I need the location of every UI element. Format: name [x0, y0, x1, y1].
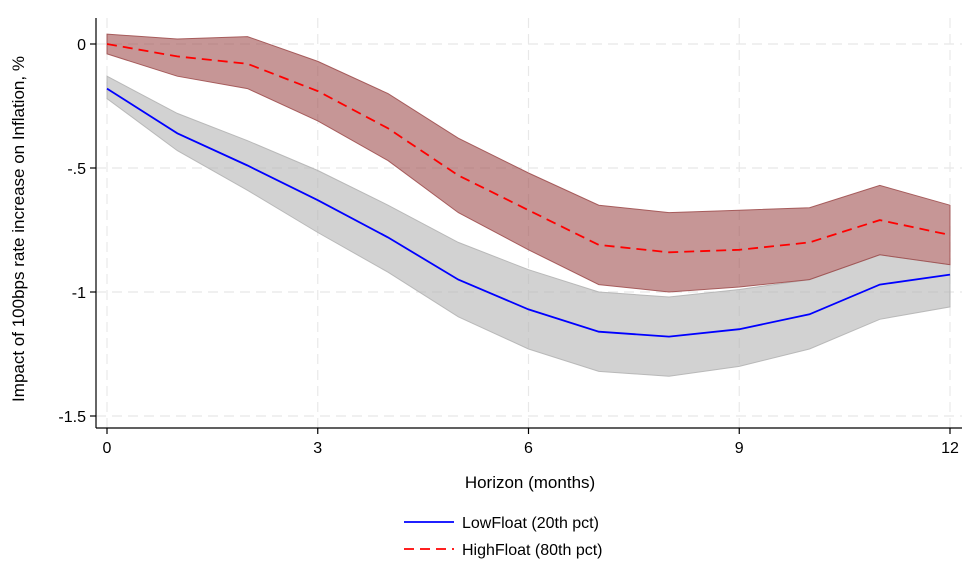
confidence-bands [106, 33, 951, 377]
y-tick-label: 0 [77, 37, 86, 54]
y-axis-label: Impact of 100bps rate increase on Inflat… [9, 56, 28, 402]
x-tick-label: 3 [313, 440, 322, 457]
tick-labels: 0 -.5 -1 -1.5 0 3 6 9 12 [58, 37, 959, 457]
x-tick-label: 0 [103, 440, 112, 457]
confidence-band-lowfloat [106, 75, 951, 377]
series-line-lowfloat [106, 87, 951, 338]
legend: LowFloat (20th pct) HighFloat (80th pct) [404, 515, 603, 559]
x-axis-label: Horizon (months) [465, 473, 595, 492]
y-tick-label: -1.5 [58, 409, 86, 426]
x-tick-label: 12 [941, 440, 959, 457]
axes [90, 18, 962, 434]
series-lines [106, 43, 951, 338]
x-tick-label: 6 [524, 440, 533, 457]
y-tick-label: -1 [72, 285, 86, 302]
y-tick-label: -.5 [67, 161, 86, 178]
legend-label-highfloat: HighFloat (80th pct) [462, 542, 603, 559]
legend-label-lowfloat: LowFloat (20th pct) [462, 515, 599, 532]
confidence-band-highfloat [106, 33, 951, 293]
x-tick-label: 9 [735, 440, 744, 457]
